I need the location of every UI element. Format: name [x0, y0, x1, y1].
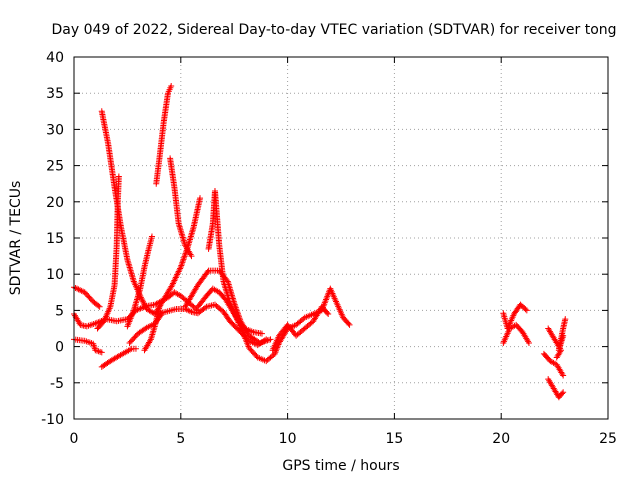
x-tick-label: 5: [176, 431, 185, 447]
y-axis-label: SDTVAR / TECUs: [8, 181, 24, 296]
x-tick-label: 10: [279, 431, 297, 447]
x-tick-label: 0: [70, 431, 79, 447]
chart-background: [0, 0, 640, 480]
sdtvar-chart: 0 5 10 15 20 25 -10 -5 0 5 10 15 20 25 30 35 40 Day 049 …: [0, 0, 640, 480]
x-axis-label: GPS time / hours: [282, 458, 399, 474]
y-tick-label: 35: [46, 86, 64, 102]
x-tick-label: 15: [385, 431, 403, 447]
x-tick-label: 25: [599, 431, 617, 447]
y-tick-label: 30: [46, 122, 64, 138]
y-tick-label: 10: [46, 267, 64, 283]
y-tick-label: -10: [41, 412, 64, 428]
y-tick-label: -5: [50, 376, 64, 392]
chart-title: Day 049 of 2022, Sidereal Day-to-day VTE…: [51, 22, 616, 38]
y-tick-label: 20: [46, 195, 64, 211]
y-tick-label: 25: [46, 159, 64, 175]
y-tick-label: 5: [55, 303, 64, 319]
y-tick-label: 40: [46, 50, 64, 66]
x-tick-label: 20: [492, 431, 510, 447]
y-tick-label: 15: [46, 231, 64, 247]
y-tick-label: 0: [55, 340, 64, 356]
